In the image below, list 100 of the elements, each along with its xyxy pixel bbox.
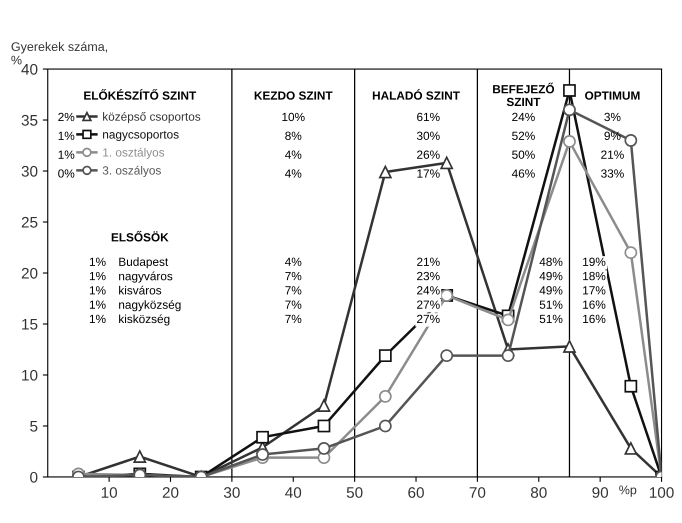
x-tick-label: 20 <box>162 487 178 498</box>
legend-label: nagycsoportos <box>103 130 179 141</box>
y-tick-label: 0 <box>30 472 38 483</box>
point <box>563 340 576 353</box>
annotation: 1% <box>58 150 74 159</box>
point <box>624 442 638 455</box>
point <box>256 430 269 444</box>
annotation: 24% <box>512 112 535 122</box>
annotation: 0% <box>58 169 74 178</box>
annotation: ELŐKÉSZÍTŐ SZINT <box>84 89 196 100</box>
annotation: BEFEJEZŐ SZINT <box>493 82 554 106</box>
annotation: 9% <box>604 132 621 140</box>
annotation: 1% <box>58 132 74 140</box>
y-tick-label: 15 <box>22 319 38 330</box>
annotation: 19% <box>583 258 606 266</box>
annotation: 23% <box>417 272 440 280</box>
annotation: 8% <box>285 132 302 140</box>
point <box>563 103 576 116</box>
annotation: kisváros <box>119 286 162 295</box>
point <box>624 134 638 147</box>
annotation: 33% <box>601 169 624 178</box>
y-tick-label: 30 <box>22 166 38 177</box>
annotation: 4% <box>285 169 302 178</box>
y-tick-label: 20 <box>22 268 38 279</box>
x-tick-label: 10 <box>102 487 118 498</box>
annotation: 27% <box>417 314 440 324</box>
point <box>624 380 638 393</box>
point <box>318 420 330 432</box>
annotation: 52% <box>512 132 535 140</box>
annotation: 2% <box>58 112 74 122</box>
point <box>563 135 576 148</box>
annotation: 7% <box>285 272 302 280</box>
y-tick-label: 35 <box>22 114 38 126</box>
annotation: 27% <box>417 300 440 309</box>
annotation: 21% <box>417 258 440 266</box>
legend-label: 1. osztályos <box>103 148 164 159</box>
point <box>378 349 392 362</box>
x-tick-label: 70 <box>470 487 486 498</box>
annotation: 1% <box>90 286 106 294</box>
annotation: 1% <box>90 272 106 280</box>
point <box>502 349 514 362</box>
y-tick-label: 40 <box>21 64 38 75</box>
y-tick-label: 10 <box>22 370 38 381</box>
point <box>378 166 392 178</box>
point <box>440 156 454 170</box>
annotation: 61% <box>417 112 440 122</box>
point <box>318 399 330 412</box>
x-tick-label: 90 <box>592 487 608 498</box>
annotation: 50% <box>512 150 535 159</box>
annotation: KEZDO SZINT <box>254 91 332 100</box>
annotation: 16% <box>583 314 606 324</box>
point <box>440 349 454 362</box>
x-axis-title: %p <box>619 486 636 497</box>
annotation: 46% <box>512 169 535 178</box>
annotation: 18% <box>583 272 606 280</box>
annotation: OPTIMUM <box>585 91 640 100</box>
annotation: 17% <box>583 286 606 294</box>
point <box>378 390 392 403</box>
point <box>256 448 269 461</box>
annotation: 48% <box>540 258 562 266</box>
annotation: kisközség <box>119 314 170 326</box>
x-tick-label: 100 <box>650 487 674 498</box>
annotation: 7% <box>285 300 302 309</box>
annotation: Budapest <box>119 257 168 268</box>
annotation: 17% <box>417 169 440 178</box>
point <box>318 442 330 455</box>
point <box>378 420 392 432</box>
x-tick-label: 60 <box>408 487 424 498</box>
annotation: 3% <box>604 112 621 122</box>
point <box>502 314 514 326</box>
annotation: 16% <box>583 300 606 309</box>
point <box>133 450 146 463</box>
x-tick-label: 50 <box>346 487 363 498</box>
annotation: 49% <box>540 272 562 280</box>
x-tick-label: 80 <box>530 487 547 498</box>
annotation: 7% <box>285 286 302 294</box>
legend-label: középső csoportos <box>103 112 200 124</box>
annotation: HALADÓ SZINT <box>372 89 460 100</box>
annotation: 1% <box>90 258 106 266</box>
annotation: 4% <box>285 150 302 159</box>
y-tick-label: 25 <box>22 216 38 228</box>
annotation: nagyváros <box>119 272 172 283</box>
x-tick-label: 40 <box>285 487 302 498</box>
y-tick-label: 5 <box>30 421 38 432</box>
annotation: 51% <box>540 314 562 324</box>
annotation: 7% <box>285 314 302 324</box>
annotation: 26% <box>417 150 440 159</box>
annotation: nagyközség <box>119 300 181 312</box>
annotation: 1% <box>90 314 106 324</box>
annotation: ELSŐSÖK <box>112 230 169 242</box>
annotation: 21% <box>601 150 624 159</box>
x-tick-label: 30 <box>224 487 240 498</box>
annotation: 51% <box>540 300 562 309</box>
annotation: 4% <box>285 258 302 266</box>
point <box>563 84 576 97</box>
y-axis-title: Gyerekek száma, % <box>11 42 108 64</box>
annotation: 10% <box>282 112 305 122</box>
annotation: 1% <box>90 300 106 309</box>
point <box>624 246 638 259</box>
annotation: 30% <box>416 132 440 140</box>
